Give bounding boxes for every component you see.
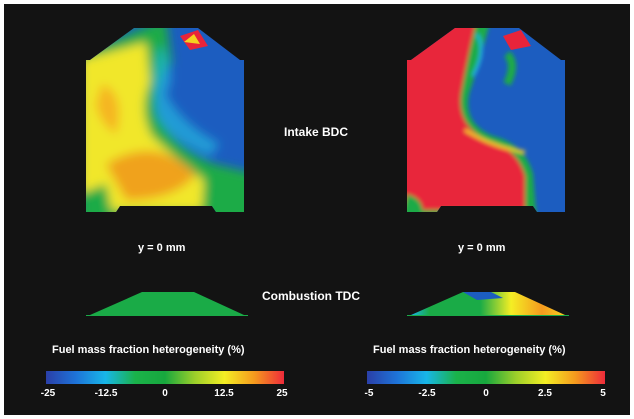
colorbar-left-tick: -12.5 [94, 388, 118, 399]
colorbar-right-gradient [367, 371, 605, 384]
colorbar-right-tick: 2.5 [538, 388, 552, 399]
figure-panel: Intake BDC y = 0 mm y = 0 mm Combustion … [4, 4, 630, 415]
colorbar-left-tick: 12.5 [214, 388, 234, 399]
colorbar-right-tick: 0 [483, 388, 489, 399]
combustion-slice-right [407, 292, 569, 316]
colorbar-left-title: Fuel mass fraction heterogeneity (%) [52, 344, 245, 356]
colorbar-right-title: Fuel mass fraction heterogeneity (%) [373, 344, 566, 356]
colorbar-left-tick: 25 [276, 388, 288, 399]
colorbar-left [46, 371, 284, 384]
combustion-tdc-label: Combustion TDC [262, 289, 360, 303]
colorbar-right [367, 371, 605, 384]
colorbar-right-tick: -5 [364, 388, 374, 399]
colorbar-left-gradient [46, 371, 284, 384]
colorbar-left-tick: 0 [162, 388, 168, 399]
colorbar-right-tick: -2.5 [418, 388, 436, 399]
intake-bdc-label: Intake BDC [284, 125, 349, 139]
right-plane-label: y = 0 mm [458, 242, 506, 254]
intake-contour-right [407, 28, 565, 212]
colorbar-left-tick: -25 [40, 388, 56, 399]
colorbar-right-tick: 5 [600, 388, 606, 399]
combustion-slice-left [86, 292, 248, 316]
intake-contour-left [86, 28, 244, 212]
left-plane-label: y = 0 mm [138, 242, 186, 254]
